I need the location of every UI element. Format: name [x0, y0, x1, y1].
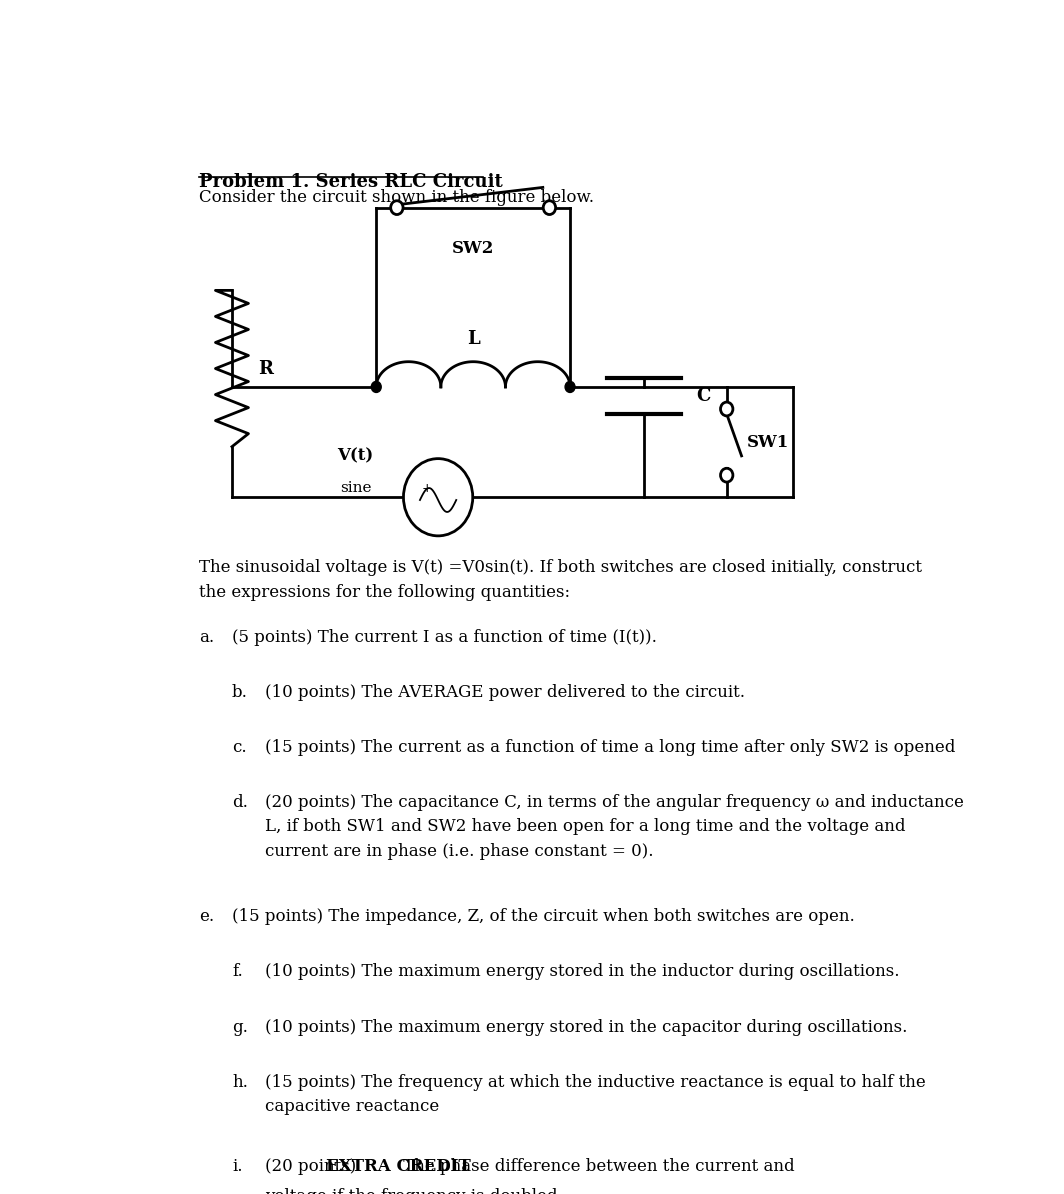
Circle shape [720, 468, 733, 482]
Text: i.: i. [232, 1158, 243, 1175]
Circle shape [371, 381, 381, 393]
Circle shape [544, 201, 555, 215]
Text: (20 points) The capacitance C, in terms of the angular frequency ω and inductanc: (20 points) The capacitance C, in terms … [265, 794, 964, 860]
Text: d.: d. [232, 794, 248, 811]
Text: +: + [422, 481, 433, 494]
Text: h.: h. [232, 1073, 248, 1090]
Circle shape [403, 458, 472, 536]
Text: e.: e. [199, 909, 214, 925]
Text: voltage if the frequency is doubled.: voltage if the frequency is doubled. [265, 1188, 563, 1194]
Text: EXTRA CREDIT: EXTRA CREDIT [326, 1158, 470, 1175]
Text: (5 points) The current I as a function of time (I(t)).: (5 points) The current I as a function o… [232, 629, 656, 646]
Text: C: C [696, 387, 711, 405]
Text: (15 points) The impedance, Z, of the circuit when both switches are open.: (15 points) The impedance, Z, of the cir… [232, 909, 854, 925]
Text: SW2: SW2 [452, 240, 495, 257]
Circle shape [565, 381, 575, 393]
Text: (10 points) The AVERAGE power delivered to the circuit.: (10 points) The AVERAGE power delivered … [265, 684, 745, 701]
Text: SW1: SW1 [747, 433, 789, 450]
Text: c.: c. [232, 739, 247, 756]
Text: g.: g. [232, 1018, 248, 1035]
Text: (15 points) The current as a function of time a long time after only SW2 is open: (15 points) The current as a function of… [265, 739, 955, 756]
Text: a.: a. [199, 629, 214, 646]
Text: R: R [259, 359, 273, 377]
Text: (20 points): (20 points) [265, 1158, 362, 1175]
Text: Problem 1. Series RLC Circuit: Problem 1. Series RLC Circuit [199, 173, 502, 191]
Text: (15 points) The frequency at which the inductive reactance is equal to half the
: (15 points) The frequency at which the i… [265, 1073, 926, 1115]
Text: sine: sine [339, 481, 371, 496]
Text: f.: f. [232, 964, 243, 980]
Text: V(t): V(t) [337, 448, 373, 464]
Text: The phase difference between the current and: The phase difference between the current… [398, 1158, 795, 1175]
Text: L: L [467, 331, 480, 349]
Text: (10 points) The maximum energy stored in the inductor during oscillations.: (10 points) The maximum energy stored in… [265, 964, 899, 980]
Circle shape [720, 402, 733, 416]
Text: (10 points) The maximum energy stored in the capacitor during oscillations.: (10 points) The maximum energy stored in… [265, 1018, 908, 1035]
Circle shape [390, 201, 403, 215]
Text: Consider the circuit shown in the figure below.: Consider the circuit shown in the figure… [199, 189, 594, 207]
Text: The sinusoidal voltage is V(t) =V0sin(t). If both switches are closed initially,: The sinusoidal voltage is V(t) =V0sin(t)… [199, 559, 922, 601]
Text: b.: b. [232, 684, 248, 701]
